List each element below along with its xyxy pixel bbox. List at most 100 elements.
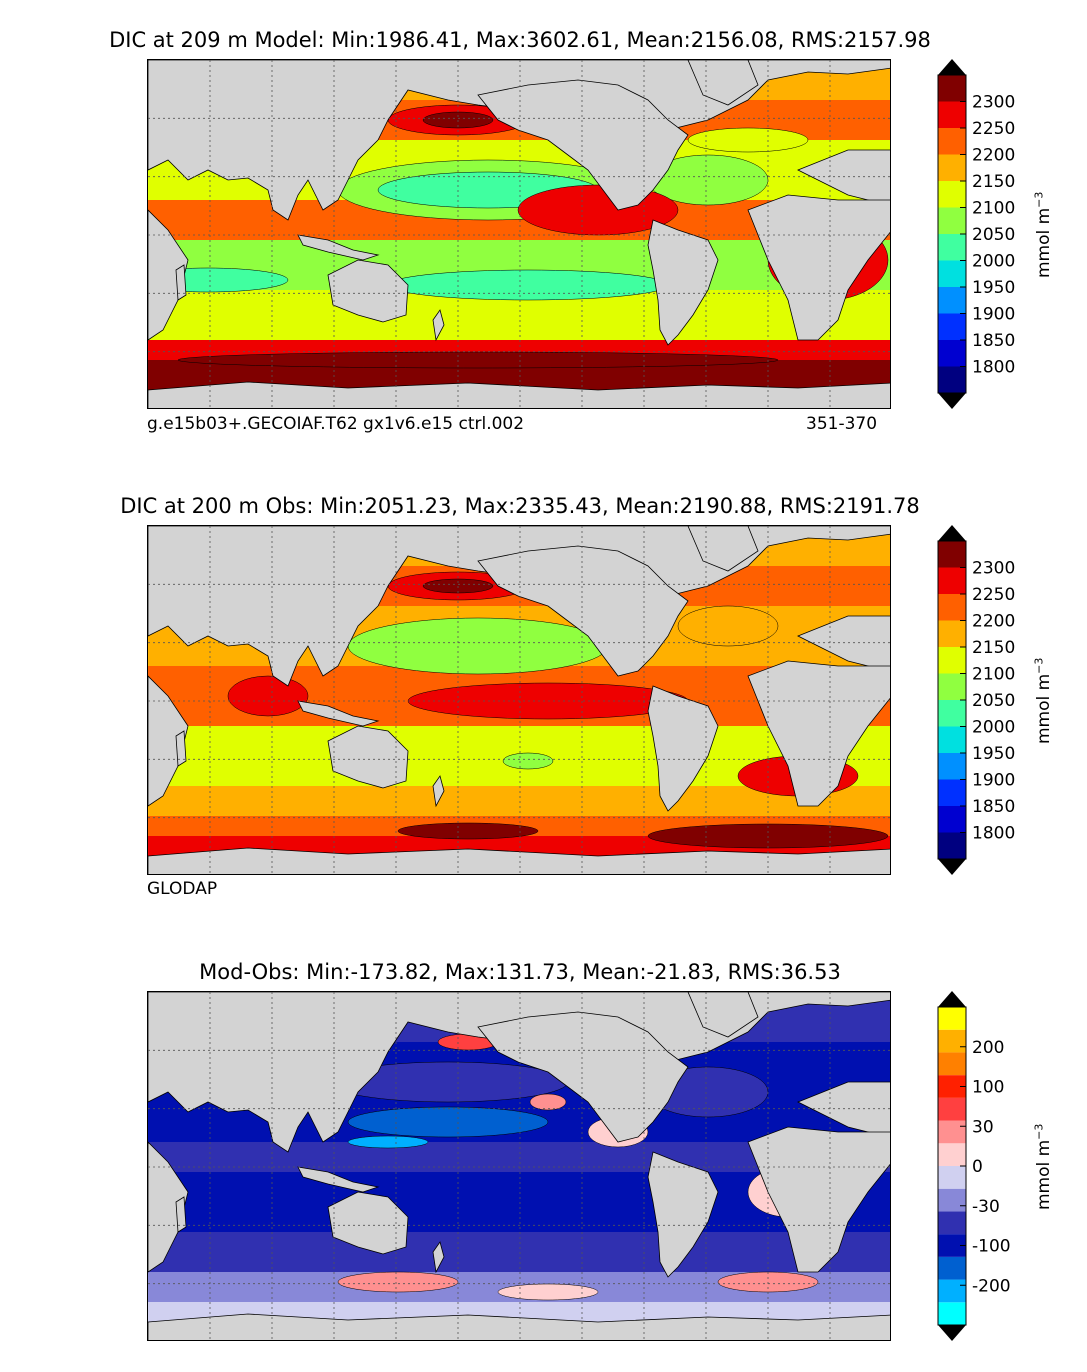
- colorbar-tick-label: -30: [972, 1197, 1000, 1217]
- land-africaE: [747, 660, 890, 807]
- land-samerica: [647, 219, 719, 346]
- colorbar-tick-label: 100: [972, 1078, 1004, 1098]
- colorbar-tick-label: 2200: [972, 146, 1015, 166]
- map-obs: [147, 525, 891, 875]
- colorbar-swatch: [938, 207, 966, 234]
- land-samerica: [647, 1151, 719, 1278]
- colorbar-swatch: [938, 1120, 966, 1144]
- colorbar-swatch: [938, 567, 966, 594]
- indian-high: [227, 675, 309, 717]
- colorbar-tick-label: 1950: [972, 278, 1015, 298]
- colorbar-swatch: [938, 1302, 966, 1325]
- graticule: [148, 526, 890, 874]
- colorbar-tick-label: 2150: [972, 172, 1015, 192]
- colorbar-swatch: [938, 287, 966, 314]
- south-pacific-low: [502, 752, 554, 770]
- land-greenland: [687, 992, 759, 1038]
- colorbar-swatch: [938, 1143, 966, 1166]
- colorbar-label: mmol m−3: [1032, 192, 1054, 278]
- land-namerica: [477, 79, 689, 211]
- colorbar-swatch: [938, 181, 966, 208]
- colorbar-swatch: [938, 1256, 966, 1280]
- colorbar-swatch: [938, 75, 966, 102]
- colorbar-tick-label: 2200: [972, 612, 1015, 632]
- land-africaE: [747, 194, 890, 341]
- colorbar-tick-label: 1800: [972, 824, 1015, 844]
- colorbar-tick-label: 1850: [972, 797, 1015, 817]
- pacific-strong-neg: [347, 1135, 429, 1149]
- map-plot: [148, 992, 890, 1340]
- land-eurasia: [148, 526, 890, 687]
- land-antarctica: [148, 847, 890, 874]
- pacific-neg: [347, 1106, 549, 1138]
- map-diff: [147, 991, 891, 1341]
- colorbar-tick-label: 2100: [972, 199, 1015, 219]
- colorbar-extend-min: [938, 1325, 966, 1341]
- colorbar-tick-label: 2150: [972, 638, 1015, 658]
- colorbar-swatch: [938, 620, 966, 647]
- map-plot: [148, 526, 890, 874]
- pacific-pos: [529, 1093, 567, 1111]
- colorbar-tick-label: 1950: [972, 744, 1015, 764]
- colorbar-swatch: [938, 594, 966, 621]
- land-madagascar: [175, 1196, 187, 1233]
- land-australia: [327, 1191, 409, 1255]
- colorbar-swatch: [938, 340, 966, 367]
- land-namerica: [477, 1011, 689, 1143]
- north-atlantic-gyre: [677, 605, 779, 647]
- colorbar-extend-max: [938, 991, 966, 1007]
- colorbar-swatch: [938, 260, 966, 287]
- land-nz: [432, 775, 445, 808]
- colorbar-tick-label: 2000: [972, 252, 1015, 272]
- colorbar-label-text: mmol m: [1034, 673, 1055, 745]
- land-layer: [148, 60, 890, 408]
- colorbar-swatch: [938, 1188, 966, 1212]
- colorbar-tick-label: 2100: [972, 665, 1015, 685]
- colorbar-swatch: [938, 806, 966, 833]
- land-nz: [432, 1241, 445, 1274]
- colorbar-swatch: [938, 1211, 966, 1235]
- colorbar-svg: -200 -100 -30 0 30 100 200: [937, 991, 1011, 1341]
- colorbar-swatch: [938, 1075, 966, 1098]
- colorbar-swatch: [938, 1052, 966, 1076]
- land-australia: [327, 725, 409, 789]
- colorbar-tick-label: -200: [972, 1276, 1011, 1296]
- colorbar-label-exp: −3: [1032, 657, 1046, 674]
- land-samerica: [647, 685, 719, 812]
- land-antarctica: [148, 381, 890, 408]
- colorbar-swatch: [938, 234, 966, 261]
- land-australia: [327, 259, 409, 323]
- land-namerica: [477, 545, 689, 677]
- southern-pos-3: [497, 1283, 599, 1301]
- colorbar-swatch: [938, 313, 966, 340]
- subtropical-gyre-north: [347, 617, 609, 675]
- colorbar-swatch: [938, 1234, 966, 1257]
- colorbar-label: mmol m−3: [1032, 658, 1054, 744]
- southern-ocean-max: [177, 351, 779, 369]
- colorbar-tick-label: 2050: [972, 225, 1015, 245]
- colorbar-tick-label: -100: [972, 1237, 1011, 1257]
- colorbar-swatch: [938, 1166, 966, 1189]
- colorbar-swatch: [938, 726, 966, 753]
- land-madagascar: [175, 730, 187, 767]
- southern-ocean-max-west: [397, 822, 539, 840]
- colorbar-tick-label: 200: [972, 1038, 1004, 1058]
- footer-left: GLODAP: [147, 879, 218, 899]
- colorbar-swatch: [938, 154, 966, 181]
- colorbar-tick-label: 1850: [972, 331, 1015, 351]
- colorbar-label: mmol m−3: [1032, 1124, 1054, 1210]
- footer-right: 351-370: [806, 414, 878, 434]
- land-antarctica: [148, 1313, 890, 1340]
- colorbar-tick-label: 2250: [972, 585, 1015, 605]
- south-pacific-gyre: [387, 269, 669, 301]
- colorbar-swatch: [938, 541, 966, 568]
- colorbar-swatch: [938, 779, 966, 806]
- north-atlantic-band: [687, 127, 809, 153]
- colorbar-swatch: [938, 753, 966, 780]
- colorbar-extend-min: [938, 393, 966, 409]
- land-greenland: [687, 526, 759, 572]
- colorbar-label-exp: −3: [1032, 1123, 1046, 1140]
- ocean-band: [148, 1232, 890, 1272]
- graticule: [148, 992, 890, 1340]
- colorbar-tick-label: 0: [972, 1157, 983, 1177]
